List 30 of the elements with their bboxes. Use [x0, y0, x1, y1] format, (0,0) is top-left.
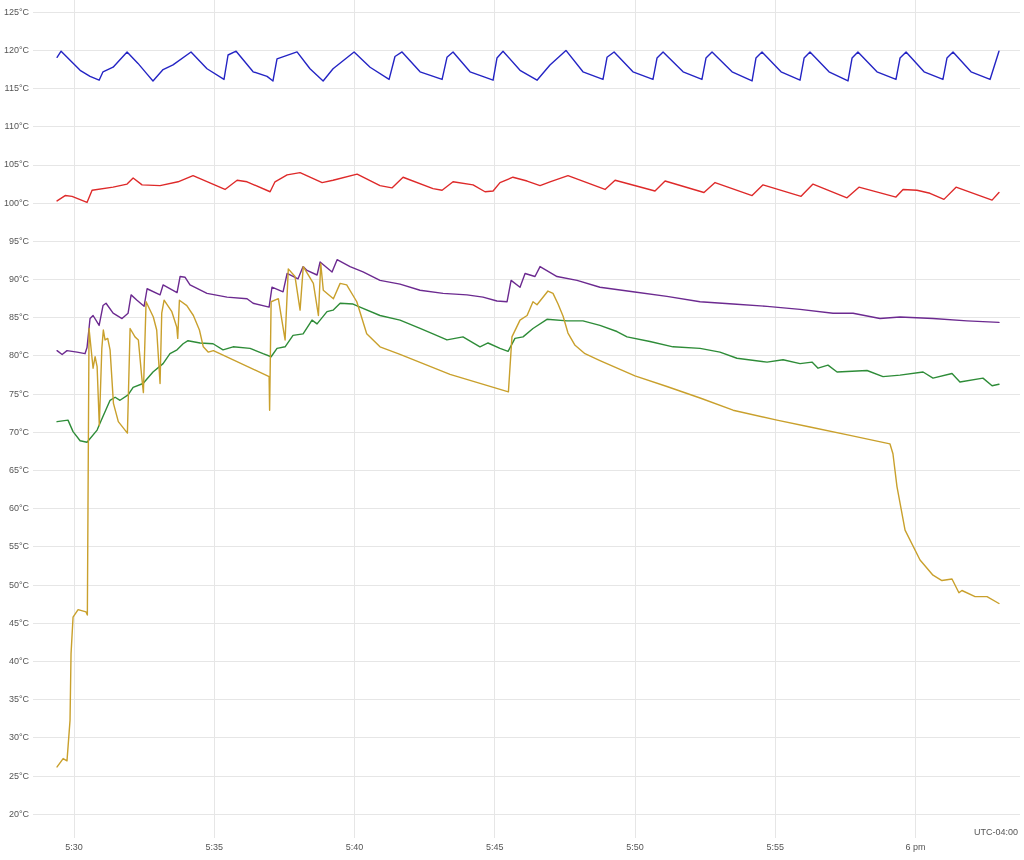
y-tick-label: 85°C — [8, 312, 30, 323]
x-tick-label: 5:30 — [65, 841, 83, 852]
y-tick-label: 35°C — [8, 694, 30, 705]
y-tick-label: 120°C — [3, 44, 30, 55]
y-tick-label: 70°C — [8, 426, 30, 437]
x-tick-label: 5:50 — [626, 841, 644, 852]
y-tick-label: 100°C — [3, 197, 30, 208]
y-tick-label: 25°C — [8, 770, 30, 781]
y-tick-label: 90°C — [8, 274, 30, 285]
annotation: UTC-04:00 — [973, 826, 1018, 837]
y-tick-label: 95°C — [8, 235, 30, 246]
y-tick-label: 40°C — [8, 656, 30, 667]
y-tick-label: 80°C — [8, 350, 30, 361]
y-tick-label: 55°C — [8, 541, 30, 552]
y-tick-label: 50°C — [8, 579, 30, 590]
x-tick-label: 5:45 — [486, 841, 504, 852]
y-tick-label: 45°C — [8, 617, 30, 628]
y-tick-label: 30°C — [8, 732, 30, 743]
x-tick-label: 6 pm — [905, 841, 926, 852]
y-tick-label: 60°C — [8, 503, 30, 514]
y-tick-label: 115°C — [4, 83, 30, 94]
y-tick-label: 75°C — [8, 388, 30, 399]
y-tick-label: 125°C — [3, 6, 30, 17]
y-tick-label: 105°C — [3, 159, 30, 170]
y-tick-label: 110°C — [4, 121, 30, 132]
x-tick-label: 5:55 — [766, 841, 785, 852]
y-tick-label: 20°C — [8, 808, 30, 819]
x-tick-label: 5:40 — [345, 841, 364, 852]
y-tick-label: 65°C — [8, 465, 30, 476]
x-tick-label: 5:35 — [205, 841, 224, 852]
